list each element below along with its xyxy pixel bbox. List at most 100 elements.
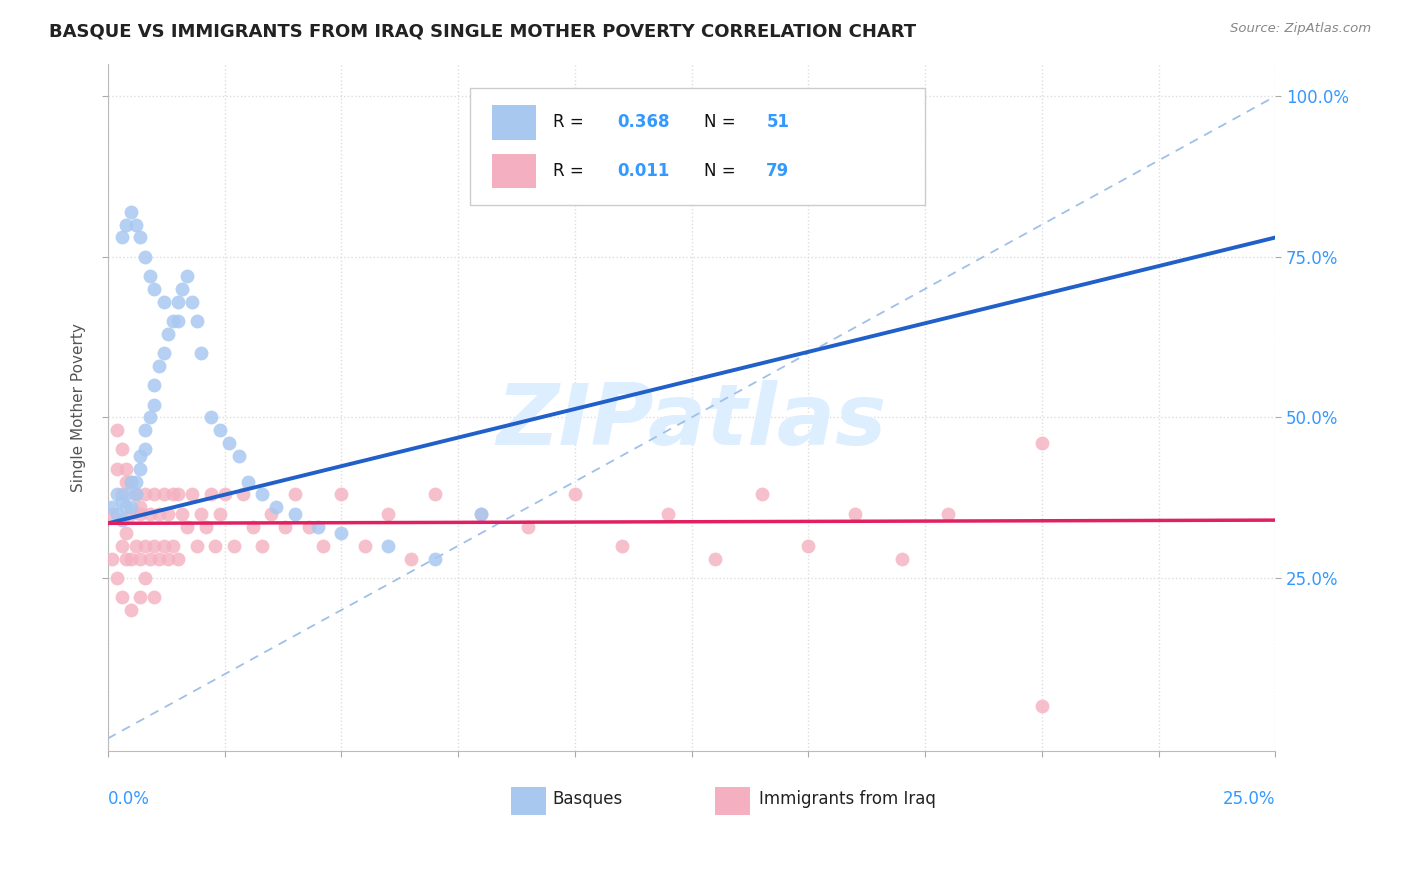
Point (134, 442, 156, 457)
Point (139, 410, 162, 425)
Point (166, 551, 188, 566)
Point (101, 551, 124, 566)
Point (115, 487, 138, 501)
Point (101, 507, 124, 521)
Point (120, 603, 142, 617)
Point (330, 487, 353, 501)
Point (232, 487, 254, 501)
Point (125, 487, 148, 501)
Point (125, 475, 148, 489)
Point (134, 571, 156, 585)
Point (401, 551, 423, 566)
Text: Source: ZipAtlas.com: Source: ZipAtlas.com (1230, 22, 1371, 36)
Point (423, 487, 446, 501)
Point (134, 250, 156, 264)
Point (129, 449, 152, 463)
Point (105, 423, 128, 437)
Point (176, 268, 198, 283)
Point (129, 230, 152, 244)
Point (143, 539, 166, 553)
Point (143, 487, 166, 501)
Point (180, 294, 202, 309)
Text: N =: N = (704, 161, 741, 179)
FancyBboxPatch shape (492, 153, 536, 188)
Point (120, 500, 142, 515)
Point (115, 526, 138, 541)
Point (115, 218, 138, 232)
Point (890, 551, 912, 566)
Point (111, 539, 134, 553)
Point (105, 461, 128, 475)
Point (208, 423, 231, 437)
Point (564, 487, 586, 501)
Point (284, 507, 307, 521)
Point (190, 346, 212, 360)
Point (517, 519, 540, 533)
Point (139, 268, 162, 283)
Point (470, 507, 492, 521)
Point (129, 507, 152, 521)
Point (115, 551, 138, 566)
Point (236, 475, 259, 489)
Point (162, 487, 184, 501)
Point (129, 500, 152, 515)
Point (153, 294, 176, 309)
Point (120, 204, 142, 219)
Point (105, 507, 128, 521)
Point (751, 487, 773, 501)
Bar (714, 787, 749, 814)
Text: BASQUE VS IMMIGRANTS FROM IRAQ SINGLE MOTHER POVERTY CORRELATION CHART: BASQUE VS IMMIGRANTS FROM IRAQ SINGLE MO… (49, 22, 917, 40)
Point (186, 539, 208, 553)
Text: 79: 79 (766, 161, 790, 179)
Text: R =: R = (553, 113, 589, 131)
Point (134, 487, 156, 501)
Point (228, 449, 250, 463)
Point (115, 500, 138, 515)
Text: N =: N = (704, 113, 741, 131)
Point (172, 507, 194, 521)
Point (153, 539, 176, 553)
Point (115, 475, 138, 489)
Point (148, 507, 170, 521)
Text: R =: R = (553, 161, 589, 179)
Point (120, 475, 142, 489)
Point (311, 539, 333, 553)
Point (330, 526, 353, 541)
Point (120, 551, 142, 566)
Point (111, 591, 134, 605)
Point (143, 591, 166, 605)
Point (190, 507, 212, 521)
Point (129, 461, 152, 475)
Point (214, 487, 236, 501)
Text: 0.368: 0.368 (617, 113, 669, 131)
Point (797, 539, 820, 553)
Point (200, 410, 222, 425)
Point (134, 423, 156, 437)
Point (120, 507, 142, 521)
Point (166, 314, 188, 328)
Point (143, 378, 166, 392)
Point (162, 314, 184, 328)
Point (222, 539, 245, 553)
Point (208, 507, 231, 521)
Point (157, 551, 180, 566)
Point (125, 218, 148, 232)
Point (250, 539, 273, 553)
Bar (510, 787, 546, 814)
Point (470, 507, 492, 521)
Point (377, 539, 399, 553)
Y-axis label: Single Mother Poverty: Single Mother Poverty (72, 323, 86, 492)
Point (115, 461, 138, 475)
Text: 0.011: 0.011 (617, 161, 669, 179)
Point (148, 551, 170, 566)
Point (274, 519, 297, 533)
Point (250, 487, 273, 501)
Point (105, 571, 128, 585)
Point (125, 487, 148, 501)
Text: Immigrants from Iraq: Immigrants from Iraq (759, 790, 936, 808)
Point (297, 519, 319, 533)
Point (125, 487, 148, 501)
FancyBboxPatch shape (470, 88, 925, 205)
Point (242, 519, 264, 533)
Point (153, 487, 176, 501)
